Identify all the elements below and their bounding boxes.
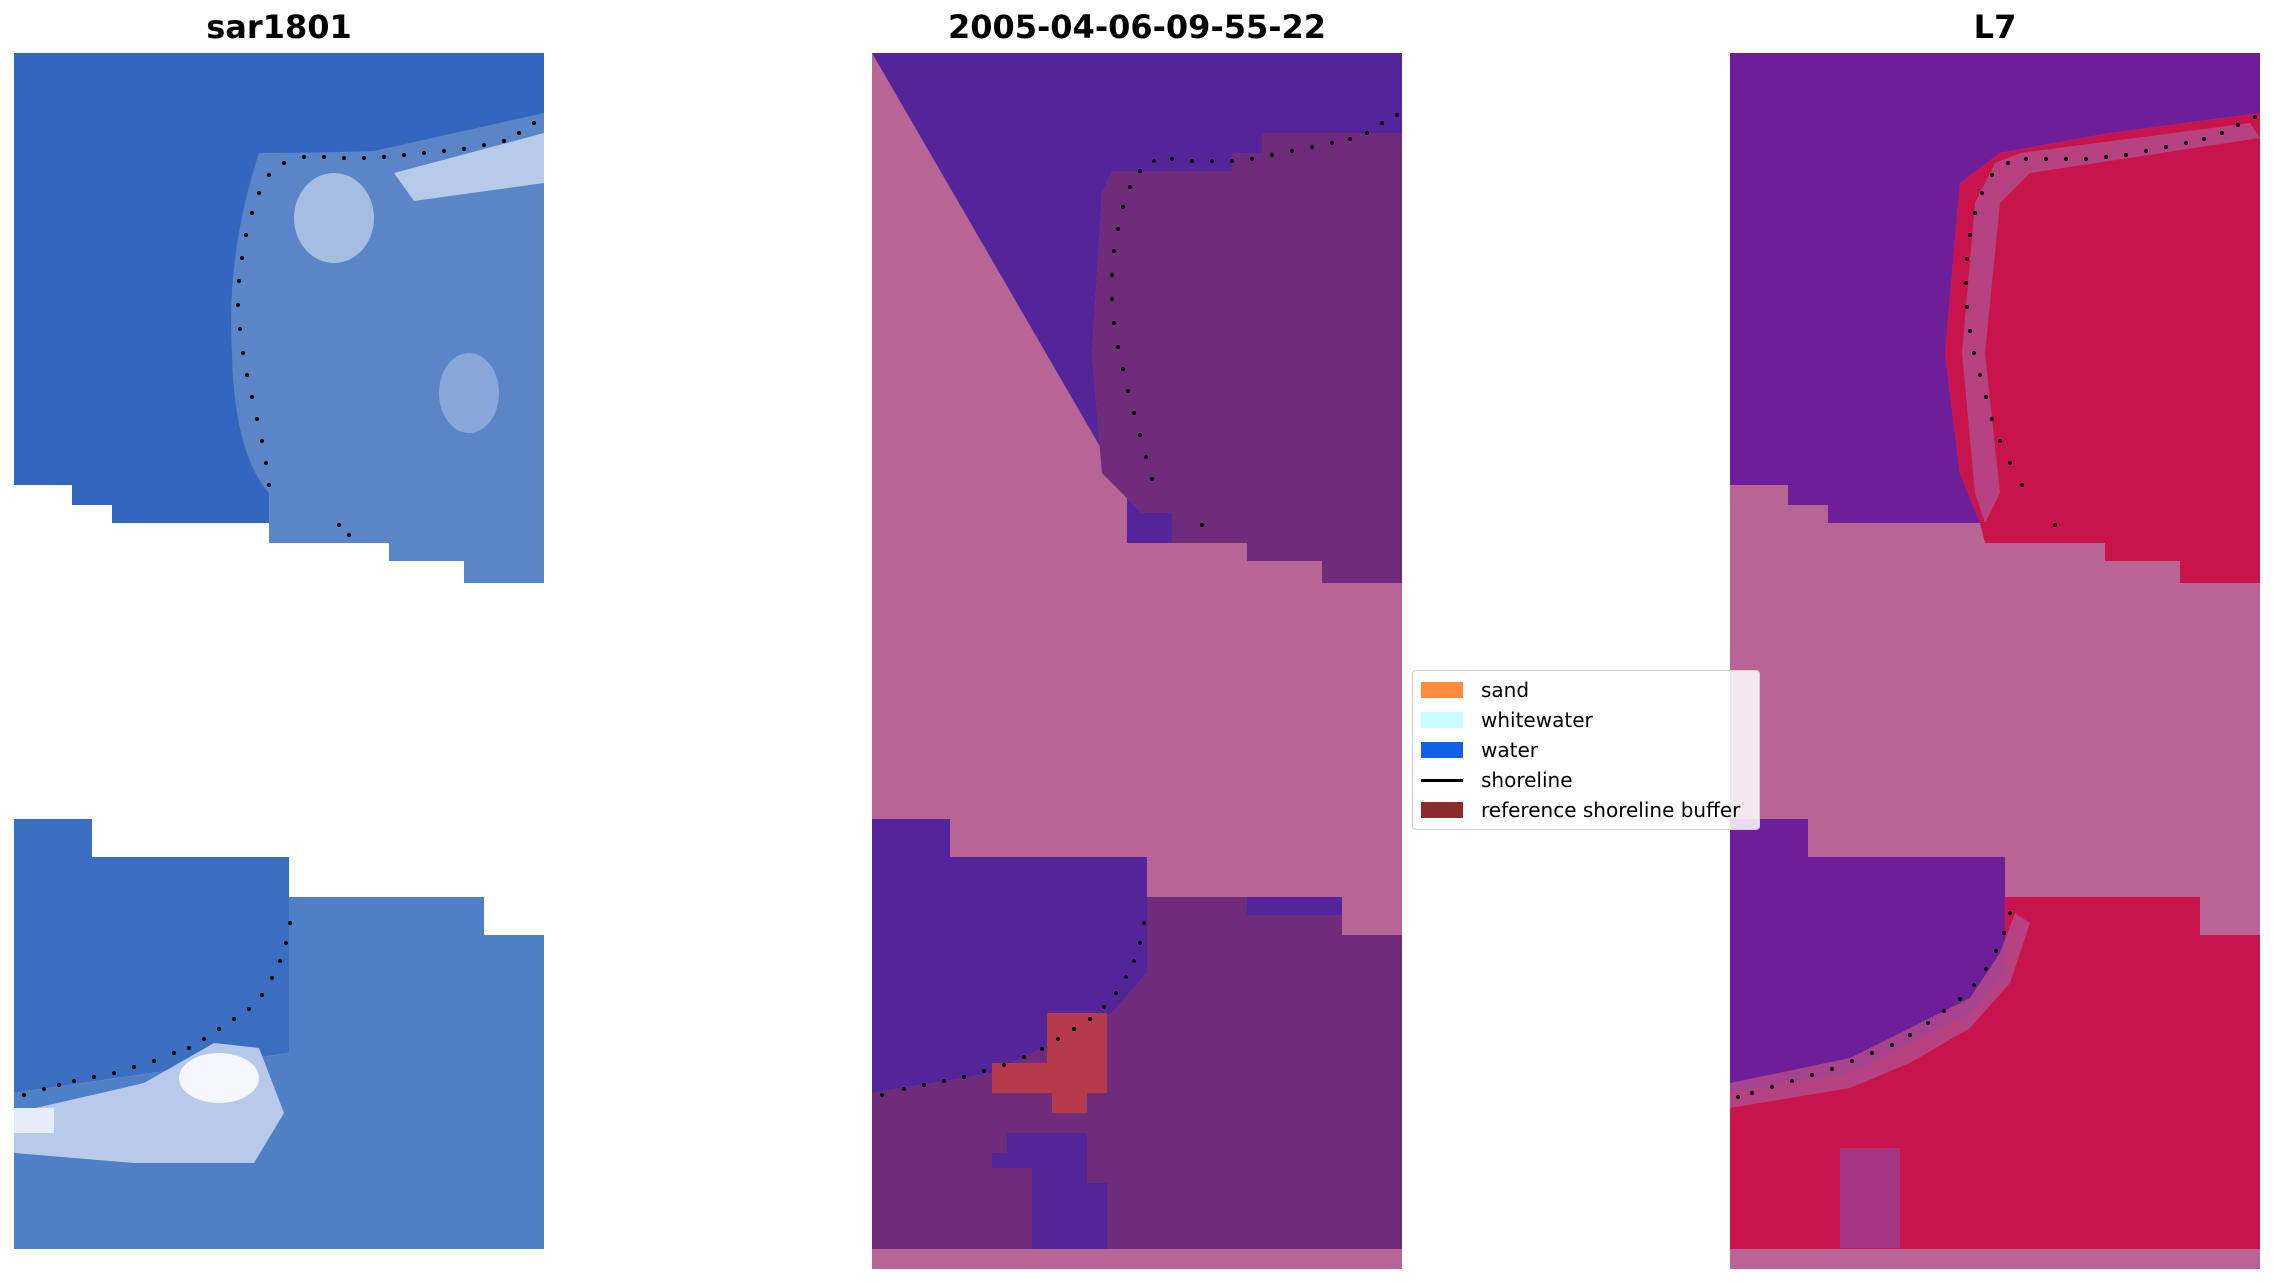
rgb-bright-strip-bottom bbox=[14, 1108, 54, 1133]
ndwi-image-panel bbox=[1730, 53, 2260, 1269]
legend-item-water: water bbox=[1421, 735, 1538, 765]
rgb-bright-patch-top bbox=[294, 173, 374, 263]
rgb-image bbox=[14, 53, 544, 1249]
whitewater-swatch bbox=[1421, 712, 1463, 728]
classified-buffer-patch bbox=[992, 1013, 1107, 1113]
classified-water-patch-top bbox=[1247, 897, 1342, 915]
legend-label-shoreline: shoreline bbox=[1481, 768, 1573, 792]
classified-water-top bbox=[872, 53, 1402, 583]
rgb-water-bottom bbox=[14, 819, 289, 1093]
sand-swatch bbox=[1421, 682, 1463, 698]
classified-image bbox=[872, 53, 1402, 1269]
classified-nodata-top bbox=[872, 485, 1402, 933]
classified-land-top bbox=[1092, 133, 1402, 583]
legend-item-buffer: reference shoreline buffer bbox=[1421, 795, 1740, 825]
legend-label-sand: sand bbox=[1481, 678, 1530, 702]
rgb-bright-patch-bottom bbox=[179, 1053, 259, 1103]
ndwi-shoreline bbox=[1736, 115, 2257, 1099]
legend-item-whitewater: whitewater bbox=[1421, 705, 1593, 735]
ndwi-transition-top bbox=[1962, 123, 2260, 523]
rgb-shoreline bbox=[22, 121, 536, 1097]
legend: sand whitewater water shoreline referenc… bbox=[1412, 670, 1760, 830]
legend-label-water: water bbox=[1481, 738, 1538, 762]
buffer-swatch bbox=[1421, 802, 1463, 818]
water-swatch bbox=[1421, 742, 1463, 758]
shoreline-line bbox=[1421, 778, 1463, 782]
ndwi-purple-patch-bottom bbox=[1840, 1148, 1900, 1248]
ndwi-transition-bottom bbox=[1730, 913, 2030, 1108]
ndwi-image bbox=[1730, 53, 2260, 1269]
panel-title-classified: 2005-04-06-09-55-22 bbox=[947, 8, 1327, 46]
classified-bottom-strip bbox=[872, 1249, 1402, 1269]
legend-label-buffer: reference shoreline buffer bbox=[1481, 798, 1741, 822]
legend-item-shoreline: shoreline bbox=[1421, 765, 1573, 795]
panel-title-rgb: sar1801 bbox=[206, 8, 352, 46]
rgb-image-panel bbox=[14, 53, 544, 1269]
ndwi-land-top bbox=[1945, 113, 2260, 583]
ndwi-water-top bbox=[1730, 53, 2260, 523]
panel-title-ndwi: L7 bbox=[1973, 8, 2017, 46]
rgb-whitewater-top bbox=[394, 133, 544, 201]
legend-item-sand: sand bbox=[1421, 675, 1529, 705]
rgb-bright-patch-mid bbox=[439, 353, 499, 433]
classified-shoreline bbox=[880, 113, 1399, 1097]
legend-label-whitewater: whitewater bbox=[1481, 708, 1593, 732]
classified-image-panel bbox=[872, 53, 1402, 1269]
classified-water-channel bbox=[992, 1133, 1107, 1249]
ndwi-bottom-strip bbox=[1730, 1249, 2260, 1269]
